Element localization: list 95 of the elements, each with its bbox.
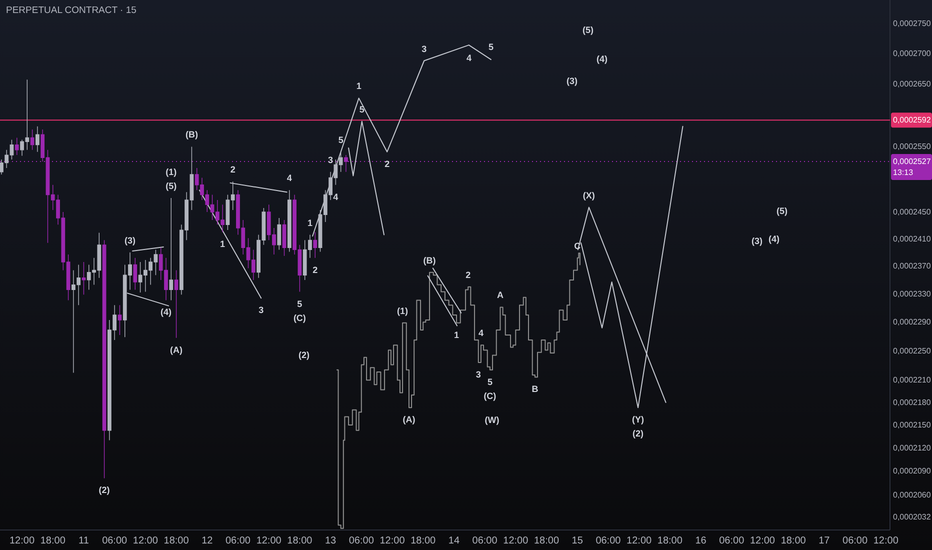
annotation: (B) (185, 130, 198, 140)
y-tick-label: 0,0002370 (893, 262, 932, 271)
x-tick-label: 18:00 (287, 536, 313, 546)
x-tick-label: 12 (202, 536, 214, 546)
x-tick-label: 12:00 (10, 536, 35, 546)
x-tick-label: 12:00 (132, 536, 158, 546)
annotation: (W) (484, 415, 500, 425)
y-tick-label: 0,0002210 (893, 376, 932, 385)
y-tick-label: 0,0002750 (893, 19, 932, 28)
annotation: 4 (466, 53, 472, 63)
x-tick-label: 12:00 (380, 536, 406, 546)
x-tick-label: 14 (448, 536, 460, 546)
annotation: 4 (333, 192, 338, 202)
annotation: (4) (160, 307, 172, 318)
annotation: (2) (632, 428, 644, 439)
text: PERPETUAL CONTRACT · 15 (6, 5, 136, 16)
annotation: (Y) (632, 414, 644, 425)
x-tick-label: 06:00 (596, 536, 622, 546)
annotation: 4 (286, 173, 292, 184)
annotation: 5 (488, 42, 494, 52)
y-tick-label: 0,0002060 (893, 490, 932, 500)
x-tick-label: 17 (818, 536, 830, 546)
annotation: B (532, 384, 539, 394)
annotation: 1 (356, 81, 362, 92)
x-tick-label: 16 (695, 536, 707, 546)
annotation: 3 (258, 305, 264, 316)
annotation: 1 (454, 330, 460, 340)
annotation: (4) (596, 54, 608, 64)
annotation: (3) (752, 236, 762, 246)
annotation: (C) (293, 312, 306, 323)
ref-line-label: 0,0002592 (893, 116, 932, 125)
x-tick-label: 06:00 (225, 536, 251, 546)
x-tick-label: 12:00 (873, 536, 899, 546)
annotation: 2 (466, 270, 471, 280)
annotation: (4) (768, 234, 780, 244)
annotation: 2 (230, 164, 236, 175)
y-tick-label: 0,0002290 (893, 318, 932, 327)
annotation: (B) (423, 255, 436, 266)
x-tick-label: 06:00 (102, 536, 128, 546)
y-tick-label: 0,0002700 (893, 48, 932, 58)
annotation: (3) (124, 235, 136, 246)
x-tick-label: 18:00 (40, 536, 66, 546)
y-tick-label: 0,0002180 (893, 398, 932, 407)
annotation: 4 (478, 328, 484, 338)
x-tick-label: 18:00 (657, 536, 683, 546)
annotation: 1 (220, 239, 226, 250)
y-tick-label: 0,0002150 (893, 420, 932, 430)
annotation: 3 (476, 370, 481, 380)
annotation: (A) (170, 344, 183, 355)
annotation: (1) (397, 306, 408, 316)
x-tick-label: 06:00 (719, 536, 745, 546)
y-tick-label: 0,0002032 (893, 512, 932, 522)
annotation: (C) (484, 390, 496, 401)
annotation: 2 (312, 264, 318, 275)
y-tick-label: 0,0002550 (893, 142, 932, 152)
annotation: 5 (487, 376, 492, 387)
annotation: (5) (582, 25, 594, 35)
annotation: 2 (384, 158, 390, 169)
x-tick-label: 13 (324, 536, 337, 546)
x-tick-label: 18:00 (780, 536, 806, 546)
y-tick-label: 0,0002650 (893, 79, 932, 88)
x-tick-label: 18:00 (410, 536, 436, 546)
y-tick-label: 0,0002330 (893, 289, 932, 298)
x-tick-label: 12:00 (256, 536, 282, 546)
x-tick-label: 12:00 (750, 536, 776, 546)
annotation: (2) (98, 485, 110, 496)
annotation: (5) (166, 181, 177, 192)
annotation: 3 (328, 154, 334, 165)
y-tick-label: 0,0002450 (893, 207, 932, 216)
x-tick-label: 06:00 (348, 536, 374, 546)
x-tick-label: 12:00 (503, 536, 529, 546)
y-tick-label: 0,0002120 (893, 443, 932, 452)
annotation: 3 (422, 44, 427, 54)
x-tick-label: 06:00 (472, 536, 498, 546)
annotation: 5 (359, 104, 364, 114)
y-tick-label: 0,0002250 (893, 346, 932, 356)
ref-line-label: 0,0002527 13:13 (893, 156, 932, 177)
x-tick-label: 18:00 (164, 536, 190, 546)
annotation: 5 (338, 134, 344, 145)
annotation: A (496, 290, 504, 300)
annotation: (A) (402, 414, 416, 425)
annotation: (X) (582, 190, 595, 200)
annotation: 5 (297, 298, 302, 309)
x-tick-label: 15 (572, 536, 584, 546)
annotation: (1) (166, 167, 177, 178)
y-tick-label: 0,0002090 (893, 466, 932, 476)
x-tick-label: 18:00 (534, 536, 560, 546)
y-tick-label: 0,0002410 (893, 234, 932, 244)
annotation: (2) (298, 350, 310, 360)
x-tick-label: 12:00 (626, 536, 652, 546)
annotation: 1 (307, 218, 312, 228)
x-tick-label: 06:00 (842, 536, 868, 546)
annotation: (5) (776, 206, 788, 216)
annotation: (3) (566, 76, 578, 86)
x-tick-label: 11 (78, 536, 90, 546)
